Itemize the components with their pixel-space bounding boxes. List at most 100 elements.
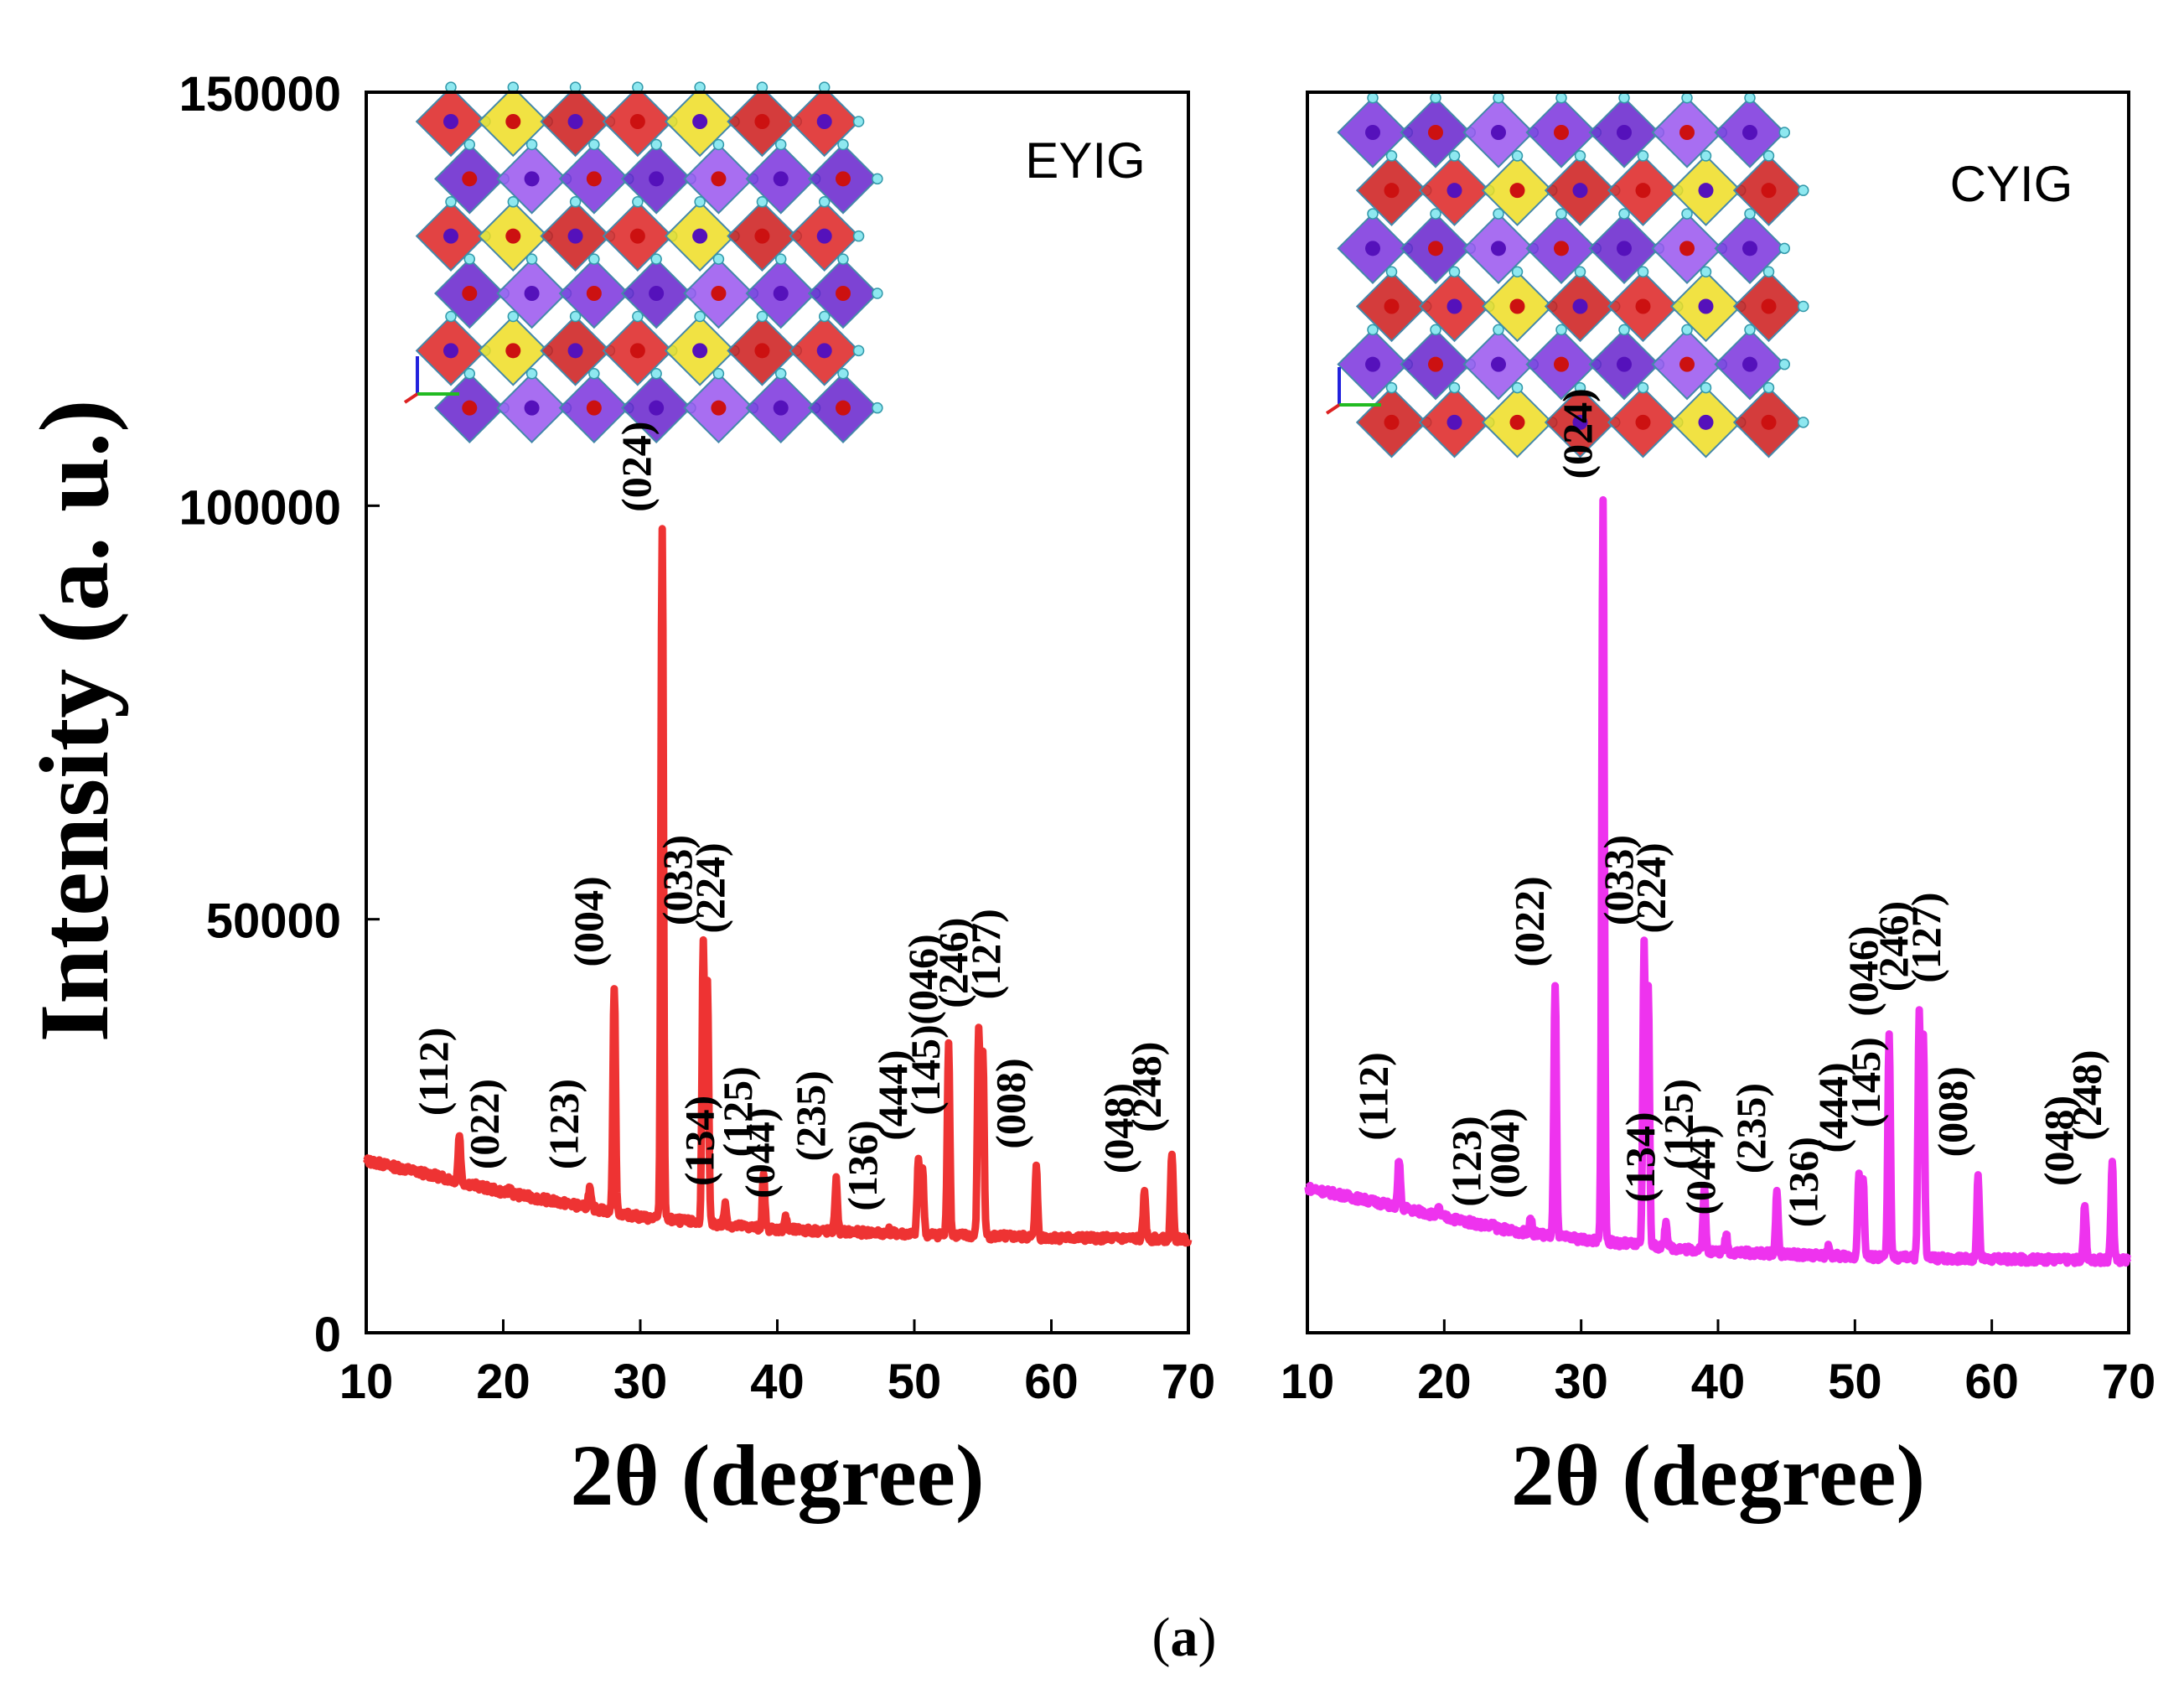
atom (756, 196, 769, 208)
axis-triad-a (403, 392, 419, 404)
atom (1384, 183, 1400, 199)
peak-hkl-label: (112) (410, 1028, 457, 1117)
caption-open: ( (1152, 1607, 1171, 1668)
atom (711, 400, 727, 416)
atom (463, 253, 476, 265)
peak-hkl-label: (022) (1506, 876, 1553, 966)
atom (1448, 266, 1461, 277)
atom (1554, 241, 1569, 256)
atom (754, 228, 770, 244)
y-tick-label: 150000 (179, 67, 341, 122)
atom (1744, 92, 1756, 104)
atom (567, 343, 583, 359)
atom (1572, 298, 1588, 314)
atom (1428, 125, 1443, 140)
atom (1617, 241, 1632, 256)
x-tick-label: 30 (1554, 1355, 1608, 1409)
atom (462, 286, 478, 301)
peak-hkl-label: (235) (1727, 1083, 1774, 1173)
atom (1698, 414, 1714, 430)
atom (1698, 183, 1714, 199)
atom (692, 228, 708, 244)
atom (649, 286, 665, 301)
atom (1617, 356, 1632, 372)
atom (816, 343, 832, 359)
atom (1744, 324, 1756, 336)
atom (1679, 241, 1695, 256)
atom (588, 253, 600, 265)
atom (1744, 208, 1756, 220)
atom (1448, 381, 1461, 394)
atom (505, 114, 521, 129)
peak-hkl-label: (123) (541, 1079, 587, 1169)
atom (1509, 183, 1525, 199)
atom (629, 114, 645, 129)
atom (1385, 266, 1398, 277)
peak-hkl-label: (127) (962, 909, 1009, 999)
atom (1617, 125, 1632, 140)
atom (525, 138, 538, 151)
atom (711, 171, 727, 187)
peak-hkl-label: (248) (1122, 1042, 1169, 1132)
peak-hkl-label: (123) (1443, 1116, 1490, 1206)
x-tick-label: 20 (476, 1355, 530, 1409)
x-tick-label: 20 (1417, 1355, 1472, 1409)
atom (773, 286, 789, 301)
atom (1384, 414, 1400, 430)
atom (588, 368, 600, 380)
atom (1448, 150, 1461, 162)
peak-hkl-label: (246) (929, 918, 976, 1008)
atom (1511, 150, 1524, 162)
atom (1618, 208, 1630, 220)
atom (1430, 208, 1441, 220)
atom (1511, 381, 1524, 394)
atom (445, 310, 457, 323)
atom (773, 400, 789, 416)
atom (524, 171, 540, 187)
atom (1761, 298, 1777, 314)
atom (1778, 242, 1790, 255)
atom (1761, 414, 1777, 430)
caption-close: ) (1198, 1607, 1217, 1668)
atom (1778, 127, 1790, 138)
peak-hkl-label: (246) (1870, 901, 1917, 992)
panel-label: EYIG (1025, 132, 1145, 189)
atom (836, 286, 851, 301)
atom (1798, 184, 1809, 196)
atom (1365, 241, 1380, 256)
atom (1509, 298, 1525, 314)
atom (629, 228, 645, 244)
atom (632, 196, 644, 208)
atom (872, 173, 883, 185)
peak-hkl-label: (024) (1554, 388, 1601, 479)
atom (1511, 266, 1524, 277)
atom (1778, 358, 1790, 370)
atom (837, 253, 849, 265)
atom (774, 253, 787, 265)
axis-triad-a (1325, 403, 1341, 415)
atom (1491, 241, 1506, 256)
atom (754, 114, 770, 129)
atom (463, 138, 476, 151)
atom (586, 171, 602, 187)
atom (872, 288, 883, 299)
atom (1635, 183, 1651, 199)
atom (692, 343, 708, 359)
atom (1491, 356, 1506, 372)
atom (1574, 266, 1586, 277)
x-axis-title: 2θ (degree) (1511, 1427, 1925, 1524)
atom (505, 228, 521, 244)
atom (872, 402, 883, 414)
atom (649, 400, 665, 416)
peak-hkl-label: (044) (1677, 1124, 1724, 1215)
atom (650, 253, 662, 265)
atom (443, 343, 458, 359)
peak-hkl-label: (044) (736, 1108, 783, 1199)
atom (567, 228, 583, 244)
atom (1367, 324, 1379, 336)
atom (1742, 125, 1757, 140)
atom (445, 196, 457, 208)
atom (1635, 414, 1651, 430)
atom (1618, 92, 1630, 104)
atom (507, 310, 520, 323)
